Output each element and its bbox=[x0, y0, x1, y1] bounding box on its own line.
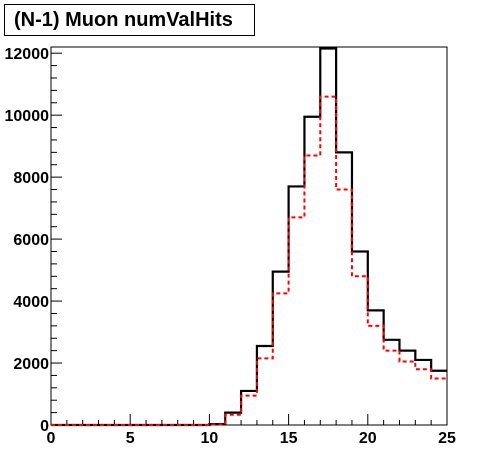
chart-title: (N-1) Muon numValHits bbox=[4, 4, 255, 36]
x-axis: 0 5 10 15 20 25 bbox=[47, 414, 456, 447]
y-axis: 0 2000 4000 6000 8000 10000 12000 bbox=[5, 46, 62, 435]
x-tick-label: 15 bbox=[280, 430, 298, 447]
y-tick-label: 0 bbox=[40, 418, 49, 435]
x-tick-label: 20 bbox=[359, 430, 377, 447]
series-layer bbox=[51, 47, 447, 427]
histogram-series-red-dashed bbox=[51, 95, 447, 426]
x-tick-label: 5 bbox=[126, 430, 135, 447]
y-tick-label: 8000 bbox=[13, 170, 49, 187]
y-tick-label: 10000 bbox=[5, 108, 50, 125]
y-tick-label: 2000 bbox=[13, 356, 49, 373]
y-tick-label: 4000 bbox=[13, 294, 49, 311]
y-tick-label: 6000 bbox=[13, 232, 49, 249]
plot-frame bbox=[50, 46, 448, 426]
x-tick-label: 25 bbox=[438, 430, 456, 447]
x-tick-label: 0 bbox=[47, 430, 56, 447]
y-tick-label: 12000 bbox=[5, 46, 50, 63]
x-tick-label: 10 bbox=[201, 430, 219, 447]
